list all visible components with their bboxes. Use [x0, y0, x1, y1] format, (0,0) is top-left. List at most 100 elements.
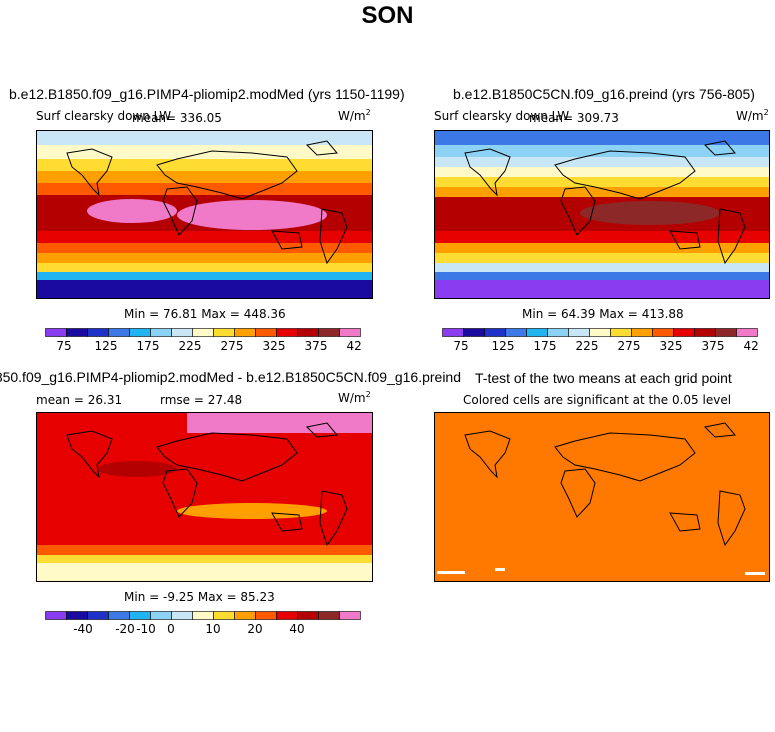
panel2-min-value: 64.39 [561, 307, 596, 321]
colorbar-segment [129, 328, 151, 337]
panel3-rmse-value: 27.48 [207, 393, 243, 407]
panel1-minmax: Min = 76.81 Max = 448.36 [124, 307, 286, 321]
colorbar-tick-label: 425 [744, 339, 759, 353]
colorbar-svg: -40 -20 -10 0 10 20 40 [45, 611, 361, 636]
panel1-units-exp: 2 [365, 108, 371, 117]
panel2-band-smid1 [435, 243, 769, 253]
panel2-band-shigh [435, 263, 769, 272]
panel3-patch-pacific [177, 503, 327, 519]
colorbar-segment [87, 611, 109, 620]
panel3-units-text: W/m [338, 391, 366, 405]
colorbar-segment [339, 328, 361, 337]
colorbar-segment [171, 328, 193, 337]
colorbar-tick-label: 125 [492, 339, 515, 353]
panel1-min-label: Min = [124, 307, 160, 321]
colorbar-segment [129, 611, 151, 620]
colorbar-tick-label: 175 [137, 339, 160, 353]
colorbar-tick-label: -10 [136, 622, 156, 636]
colorbar-tick-label: 75 [56, 339, 71, 353]
colorbar-segment [505, 328, 527, 337]
panel2-min-label: Min = [522, 307, 558, 321]
panel4-subtitle: Colored cells are significant at the 0.0… [463, 393, 732, 407]
colorbar-tick-label: -40 [73, 622, 93, 636]
panel2-map [434, 130, 770, 299]
panel4-map-plot [435, 413, 769, 581]
colorbar-tick-label: 10 [205, 622, 220, 636]
colorbar-segment [66, 328, 88, 337]
panel3-patch-asia [97, 461, 177, 477]
panel2-minmax: Min = 64.39 Max = 413.88 [522, 307, 684, 321]
colorbar-svg: 75 125 175 225 275 325 375 425 [442, 328, 766, 353]
colorbar-segment [213, 611, 235, 620]
colorbar-tick-label: 275 [618, 339, 641, 353]
panel1-band-nhigh [37, 145, 372, 159]
panel1-map [36, 130, 373, 299]
panel1-warmpool-indian [87, 199, 177, 223]
panel3-coastlines [66, 422, 348, 547]
panel1-band-nmid2 [37, 171, 372, 183]
panel1-band-smid1 [37, 243, 372, 253]
colorbar-segment [694, 328, 716, 337]
colorbar-tick-label: 40 [289, 622, 304, 636]
colorbar-segment [715, 328, 737, 337]
panel3-colorbar: -40 -20 -10 0 10 20 40 [45, 611, 362, 642]
colorbar-segment [234, 328, 256, 337]
panel3-patch-arctic [187, 413, 372, 433]
panel1-coastlines [66, 140, 348, 265]
panel1-colorbar: 75 125 175 225 275 325 375 425 [45, 328, 369, 359]
colorbar-tick-label: -20 [115, 622, 135, 636]
colorbar-segment [526, 328, 548, 337]
colorbar-tick-label: 375 [702, 339, 725, 353]
colorbar-segment [318, 611, 340, 620]
panel2-mean-label: mean= [529, 111, 574, 125]
panel3-units: W/m2 [338, 390, 371, 405]
panel2-variable: Surf clearsky down LW [434, 109, 570, 123]
panel3-max-value: 85.23 [240, 590, 275, 604]
colorbar-segment [318, 328, 340, 337]
panel2-band-nmid1 [435, 167, 769, 177]
colorbar-tick-label: 325 [660, 339, 683, 353]
colorbar-svg: 75 125 175 225 275 325 375 425 [45, 328, 369, 353]
colorbar-segment [297, 328, 319, 337]
panel3-band-south2 [37, 555, 372, 563]
page-title: SON [361, 2, 414, 29]
colorbar-segment [610, 328, 632, 337]
colorbar-segment [255, 611, 277, 620]
panel3-band-antarctic [37, 563, 372, 581]
colorbar-segment [673, 328, 695, 337]
panel1-min-value: 76.81 [163, 307, 198, 321]
panel2-max-label: Max = [599, 307, 638, 321]
panel2-max-value: 413.88 [641, 307, 684, 321]
panel2-units-exp: 2 [763, 108, 769, 117]
panel2-warmpool-pacific [580, 201, 720, 225]
panel2-band-nsub [435, 187, 769, 197]
panel1-band-antarctic [37, 280, 372, 298]
panel1-band-arctic [37, 131, 372, 145]
colorbar-segment [484, 328, 506, 337]
panel3-band-south1 [37, 545, 372, 555]
panel1-band-southern [37, 272, 372, 280]
colorbar-segment [150, 328, 172, 337]
panel4-gaps [437, 568, 765, 575]
panel3-title-clip: b.e12.B1850.f09_g16.PIMP4-pliomip2.modMe… [0, 369, 463, 389]
panel3-units-exp: 2 [365, 390, 371, 399]
panel3-min-value: -9.25 [163, 590, 195, 604]
colorbar-segment [463, 328, 485, 337]
panel2-band-nmid2 [435, 177, 769, 187]
colorbar-segment [45, 611, 67, 620]
colorbar-segment [192, 611, 214, 620]
panel3-map-plot [37, 413, 372, 581]
panel2-band-antarctic [435, 280, 769, 298]
panel2-band-ssub [435, 231, 769, 243]
panel3-mean-label: mean = [36, 393, 84, 407]
colorbar-tick-label: 425 [347, 339, 362, 353]
colorbar-segment [108, 611, 130, 620]
colorbar-tick-label: 275 [221, 339, 244, 353]
panel3-min-label: Min = [124, 590, 160, 604]
colorbar-segment [87, 328, 109, 337]
colorbar-tick-label: 75 [453, 339, 468, 353]
panel2-band-arctic [435, 131, 769, 145]
panel1-max-value: 448.36 [243, 307, 286, 321]
panel2-units-text: W/m [736, 109, 764, 123]
panel3-mean: mean = 26.31 [36, 393, 122, 407]
